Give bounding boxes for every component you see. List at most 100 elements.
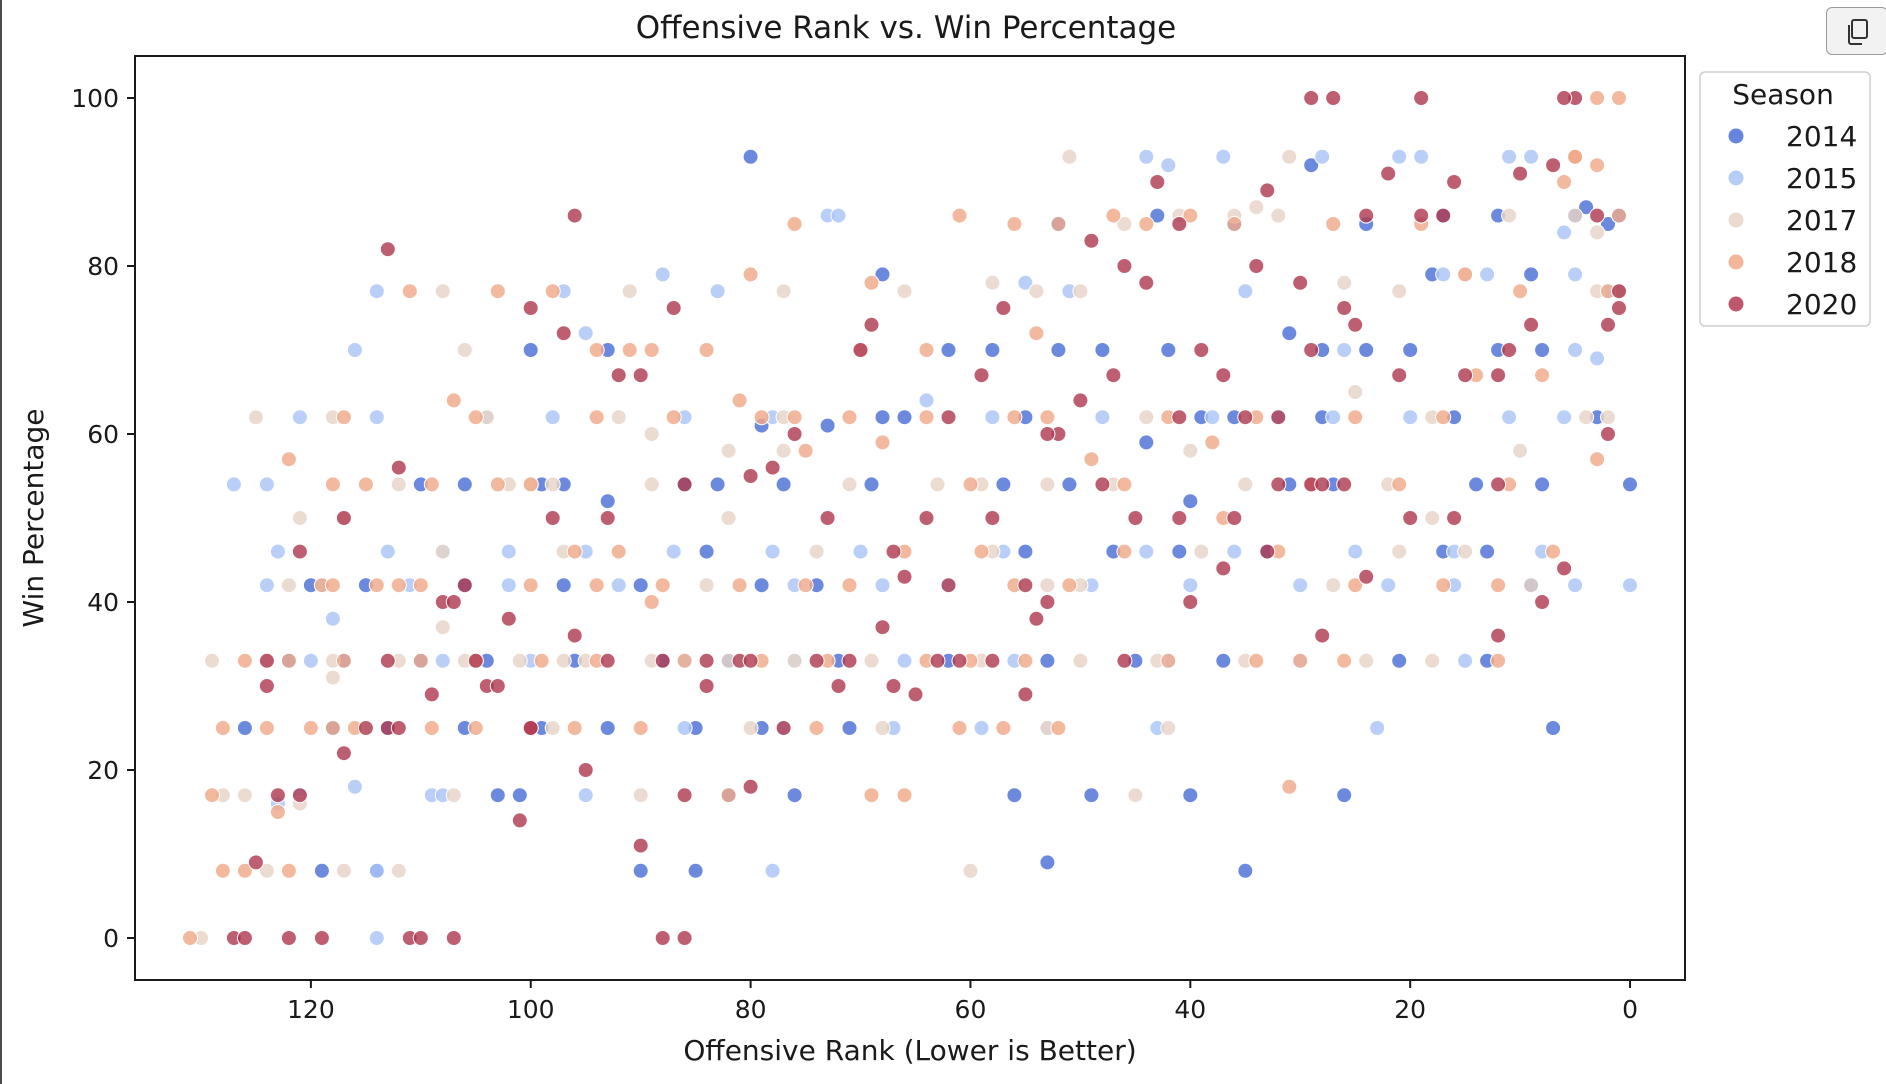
- point-2018-9: [324, 720, 341, 736]
- point-2018-81: [1589, 451, 1606, 468]
- point-2020-73: [764, 459, 781, 476]
- point-2015-99: [1336, 342, 1353, 358]
- point-2020-128: [1556, 90, 1573, 106]
- point-2018-114: [1028, 325, 1045, 342]
- point-2015-73: [610, 577, 627, 594]
- point-2020-67: [390, 459, 407, 476]
- point-2020-68: [456, 577, 473, 594]
- point-2018-56: [643, 594, 660, 610]
- chart-title: Offensive Rank vs. Win Percentage: [636, 10, 1177, 46]
- point-2018-67: [1006, 409, 1023, 426]
- point-2014-19: [1358, 342, 1375, 358]
- point-2015-12: [665, 543, 682, 560]
- point-2020-56: [896, 568, 913, 585]
- point-2018-2: [214, 862, 231, 879]
- point-2015-100: [1237, 283, 1254, 300]
- point-2015-82: [1567, 577, 1584, 594]
- y-axis-title: Win Percentage: [17, 408, 50, 627]
- legend-label-2018: 2018: [1786, 246, 1857, 279]
- point-2014-56: [1479, 543, 1496, 560]
- point-2020-31: [698, 678, 715, 694]
- point-2015-66: [1457, 652, 1474, 669]
- point-2020-52: [654, 652, 671, 669]
- point-2015-0: [764, 862, 781, 879]
- point-2017-22: [1072, 652, 1089, 669]
- point-2020-97: [665, 300, 682, 316]
- point-2018-66: [962, 476, 979, 493]
- point-2015-36: [1413, 148, 1430, 165]
- point-2014-51: [1017, 543, 1034, 560]
- point-2017-100: [775, 442, 792, 459]
- point-2020-46: [379, 652, 396, 669]
- point-2014-58: [236, 720, 253, 736]
- copy-button[interactable]: [1826, 7, 1886, 55]
- point-2014-26: [456, 476, 473, 493]
- point-2020-58: [1017, 577, 1034, 594]
- point-2020-90: [1490, 476, 1507, 493]
- point-2018-5: [280, 862, 297, 879]
- point-2018-110: [863, 274, 880, 291]
- point-2018-4: [269, 804, 286, 820]
- point-2020-57: [940, 577, 957, 594]
- point-2017-3: [204, 652, 220, 669]
- point-2015-58: [434, 652, 451, 669]
- point-2018-90: [841, 577, 858, 594]
- series-2020: [225, 90, 1627, 946]
- point-2018-15: [720, 787, 737, 804]
- x-tick-label-0: 120: [287, 995, 335, 1024]
- point-2020-139: [1270, 409, 1287, 426]
- point-2017-82: [1116, 216, 1133, 232]
- point-2014-14: [1160, 342, 1177, 358]
- point-2018-119: [1226, 216, 1243, 232]
- y-tick-label-2: 40: [87, 588, 119, 617]
- plot-area-frame: [134, 55, 1686, 981]
- point-2018-41: [280, 451, 297, 468]
- point-2015-28: [830, 207, 847, 224]
- legend: Season 2014 2015 2017 2018 2020: [1699, 71, 1871, 327]
- point-2017-48: [841, 476, 858, 493]
- point-2015-55: [1501, 409, 1518, 426]
- point-2017-14: [511, 652, 528, 669]
- point-2015-42: [1435, 266, 1452, 283]
- point-2015-35: [1391, 148, 1408, 165]
- point-2017-9: [291, 510, 308, 526]
- point-2017-85: [1270, 207, 1287, 224]
- point-2017-65: [808, 543, 825, 560]
- point-2014-96: [1600, 216, 1616, 232]
- point-2020-137: [1446, 174, 1463, 190]
- point-2020-112: [1303, 342, 1320, 358]
- point-2015-8: [379, 543, 396, 560]
- point-2015-51: [1204, 409, 1221, 426]
- point-2015-13: [764, 543, 781, 560]
- point-2020-123: [1501, 342, 1518, 358]
- legend-items: 2014 2015 2017 2018 2020: [1727, 120, 1857, 321]
- point-2020-20: [357, 720, 374, 736]
- point-2018-86: [588, 577, 605, 594]
- point-2018-0: [182, 930, 198, 946]
- point-2020-62: [1259, 543, 1276, 560]
- point-2020-102: [1039, 426, 1056, 442]
- point-2020-72: [742, 468, 759, 484]
- point-2018-6: [214, 720, 231, 736]
- point-2014-94: [1237, 862, 1254, 879]
- point-2014-68: [1083, 787, 1100, 804]
- point-2014-90: [511, 787, 528, 804]
- point-2015-90: [1369, 720, 1386, 736]
- point-2018-106: [643, 342, 660, 358]
- point-2018-128: [1611, 207, 1627, 224]
- point-2018-14: [632, 720, 649, 736]
- point-2017-27: [258, 862, 275, 879]
- point-2018-58: [698, 342, 715, 358]
- point-2015-49: [984, 409, 1001, 426]
- point-2018-25: [335, 652, 352, 669]
- point-2017-99: [1347, 384, 1364, 400]
- point-2014-34: [995, 476, 1012, 493]
- point-2014-35: [1061, 476, 1078, 493]
- point-2018-20: [995, 720, 1012, 736]
- y-axis-ticks: 0 20 40 60 80 100: [71, 84, 135, 953]
- point-2015-69: [258, 577, 275, 594]
- points-layer: [182, 90, 1638, 946]
- point-2018-83: [368, 577, 385, 594]
- point-2017-35: [962, 862, 979, 879]
- point-2017-44: [610, 409, 627, 426]
